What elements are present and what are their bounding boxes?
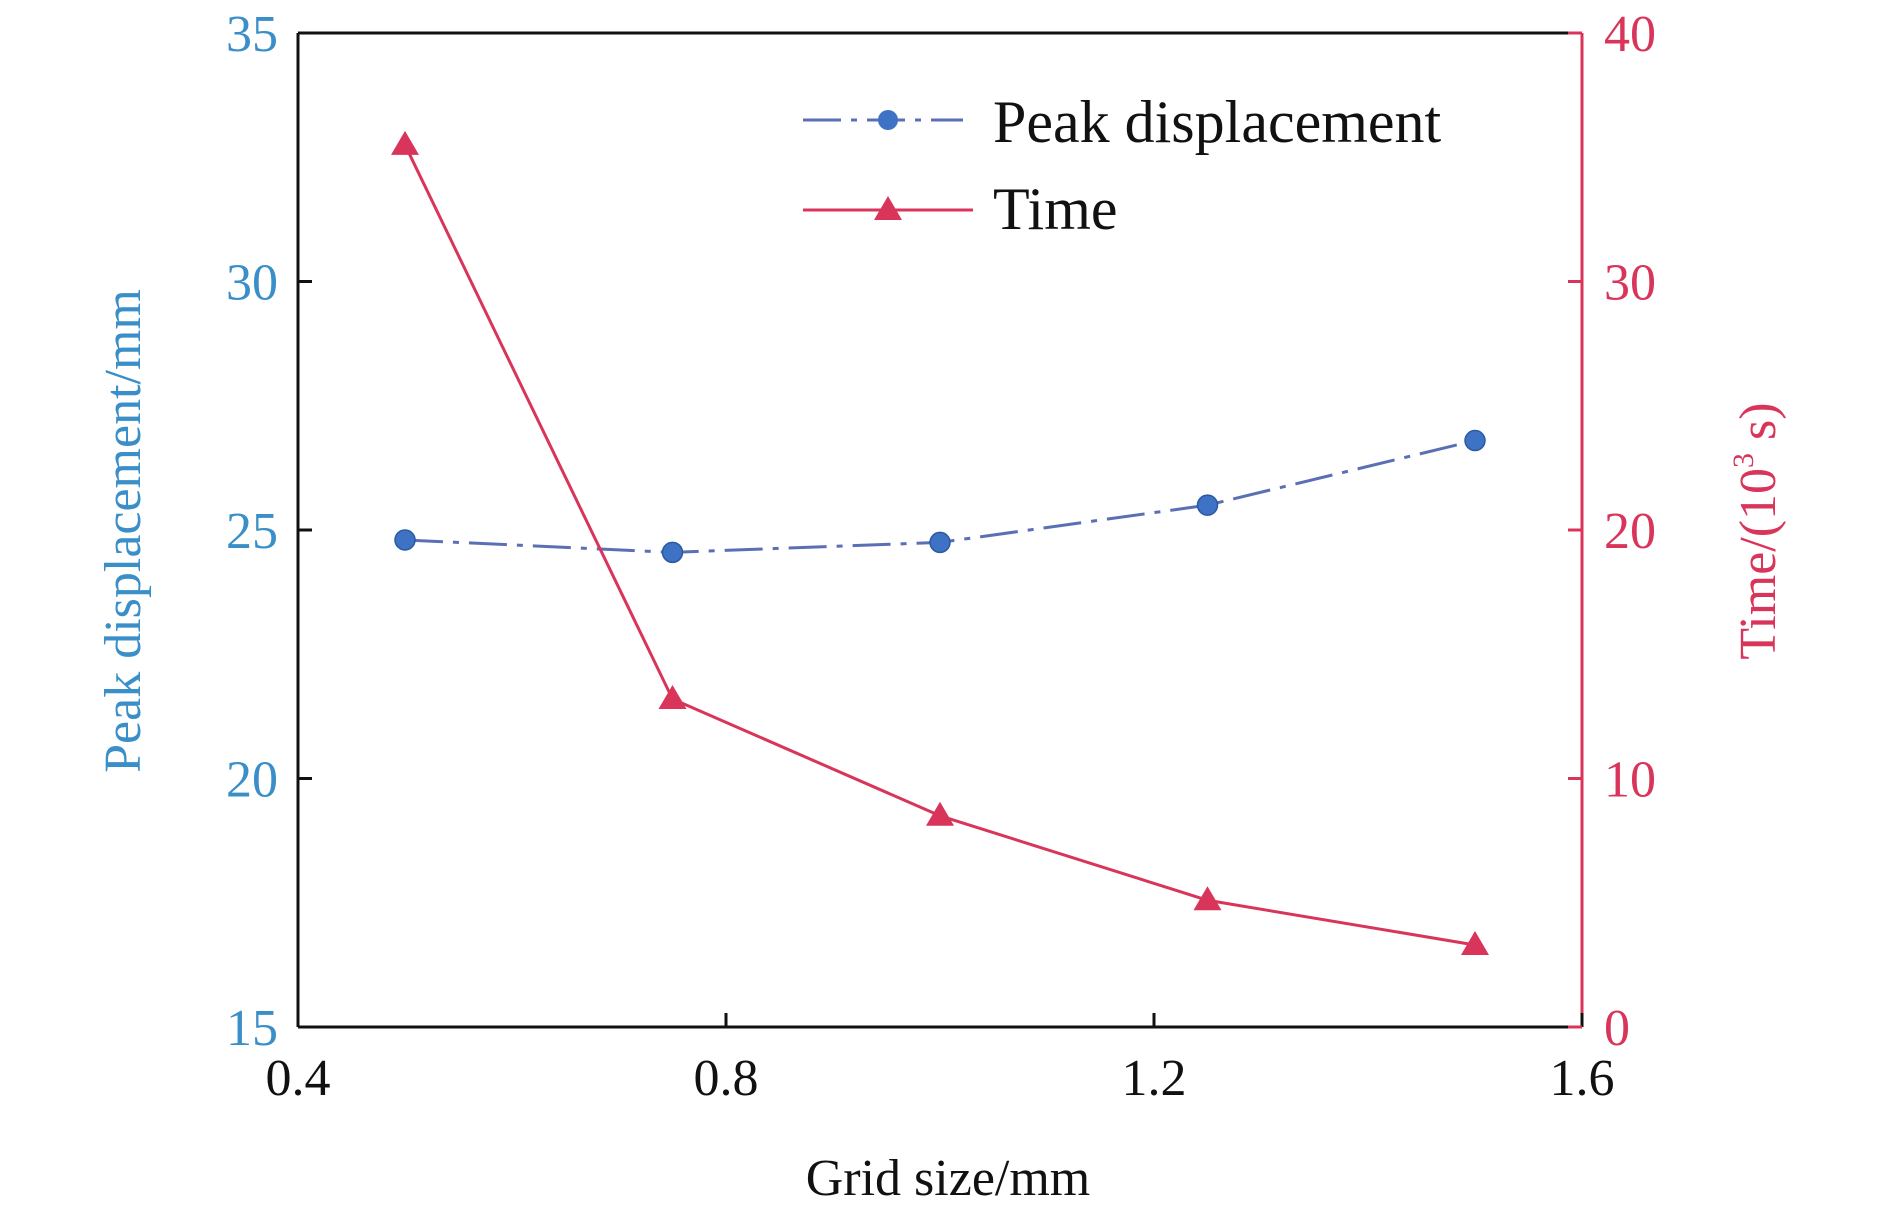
data-point-peak-displacement (394, 529, 416, 551)
data-point-peak-displacement (929, 531, 951, 554)
legend-label-peak-displacement: Peak displacement (993, 89, 1442, 155)
x-tick-label: 0.8 (694, 1050, 759, 1107)
x-tick-label: 1.2 (1122, 1050, 1187, 1107)
y-right-tick-label: 20 (1604, 503, 1656, 560)
y-left-tick-label: 15 (226, 1000, 278, 1057)
legend-marker-peak-displacement (878, 110, 898, 130)
y-left-tick-label: 25 (226, 503, 278, 560)
legend-label-time: Time (993, 176, 1118, 242)
legend: Peak displacement Time (803, 89, 1442, 242)
y-axis-left-title: Peak displacement/mm (95, 289, 152, 773)
y-right-tick-label: 10 (1604, 752, 1656, 809)
data-point-time (1461, 930, 1489, 955)
data-point-time (391, 130, 419, 155)
y-axis-right-title-main: Time/(10 (1730, 468, 1787, 660)
data-point-time (658, 684, 687, 709)
data-point-peak-displacement (661, 541, 684, 564)
x-axis-title: Grid size/mm (806, 1150, 1091, 1207)
plot-area (391, 130, 1489, 955)
legend-marker-time (874, 196, 902, 220)
y-axis-right-title-tail: s) (1730, 402, 1787, 453)
y-left-tick-label: 20 (226, 752, 278, 809)
y-left-tick-label: 35 (226, 6, 278, 63)
data-point-time (926, 801, 954, 826)
x-tick-label: 0.4 (266, 1050, 331, 1107)
y-right-tick-label: 0 (1604, 1000, 1630, 1057)
data-point-peak-displacement (1196, 494, 1219, 516)
y-right-tick-label: 30 (1604, 255, 1656, 312)
y-left-tick-label: 30 (226, 255, 278, 312)
y-right-tick-label: 40 (1604, 6, 1656, 63)
axes: 0.4 0.8 1.2 1.6 15 20 25 30 35 0 10 20 30 40 (226, 6, 1656, 1107)
x-tick-label: 1.6 (1550, 1050, 1615, 1107)
y-axis-right-title: Time/(103 s) (1727, 402, 1787, 659)
data-point-peak-displacement (1464, 429, 1486, 452)
data-point-time (1193, 886, 1222, 911)
y-axis-right-title-superscript: 3 (1727, 453, 1760, 468)
